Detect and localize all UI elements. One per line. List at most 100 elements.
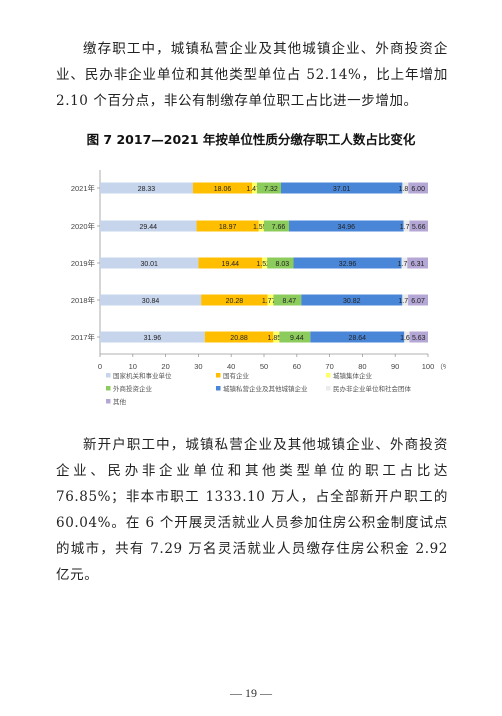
x-tick-label: 100 bbox=[422, 362, 435, 371]
paragraph-new-accounts: 新开户职工中，城镇私营企业及其他城镇企业、外商投资企业、民办非企业单位和其他类型… bbox=[56, 437, 448, 583]
bar-segment bbox=[403, 220, 410, 232]
bar-segment bbox=[408, 294, 428, 306]
x-tick-label: 70 bbox=[325, 362, 333, 371]
bar-segment bbox=[252, 182, 257, 194]
bar-segment bbox=[256, 182, 281, 194]
x-tick-label: 30 bbox=[194, 362, 202, 371]
legend-label: 民办非企业单位和社会团体 bbox=[333, 384, 412, 393]
figure-title: 图 7 2017—2021 年按单位性质分缴存职工人数占比变化 bbox=[86, 132, 416, 147]
bar-segment bbox=[409, 220, 428, 232]
data-label: 19.44 bbox=[222, 261, 240, 268]
legend-label: 城镇私营企业及其他城镇企业 bbox=[223, 384, 308, 393]
bar-segment bbox=[402, 182, 409, 194]
legend-label: 其他 bbox=[113, 397, 127, 406]
bar-segment bbox=[196, 220, 259, 232]
bar-segment bbox=[263, 220, 289, 232]
legend-swatch bbox=[216, 373, 221, 378]
data-label: 1.85 bbox=[268, 335, 282, 342]
data-label: 8.03 bbox=[276, 261, 290, 268]
legend-label: 国有企业 bbox=[223, 371, 250, 380]
bar-segment bbox=[100, 294, 202, 306]
page-number: — 19 — bbox=[230, 686, 272, 700]
bar-segment bbox=[408, 182, 428, 194]
x-tick-label: 20 bbox=[161, 362, 169, 371]
x-tick-label: 60 bbox=[293, 362, 301, 371]
bar-segment bbox=[192, 182, 253, 194]
data-label: 18.97 bbox=[219, 224, 237, 231]
bar-segment bbox=[201, 294, 268, 306]
bar-segment bbox=[198, 257, 263, 269]
legend-label: 城镇集体企业 bbox=[333, 371, 373, 380]
data-label: 28.64 bbox=[349, 335, 367, 342]
x-tick-label: 50 bbox=[260, 362, 268, 371]
data-label: 6.31 bbox=[411, 261, 425, 268]
data-label: 1.47 bbox=[246, 186, 260, 193]
data-label: 1.81 bbox=[399, 186, 413, 193]
bar-segment bbox=[293, 257, 402, 269]
legend-swatch bbox=[106, 399, 111, 404]
bar-segment bbox=[279, 331, 311, 343]
x-tick-label: 40 bbox=[227, 362, 235, 371]
bar-segment bbox=[404, 331, 410, 343]
bar-segment bbox=[258, 220, 264, 232]
bar-segment bbox=[310, 331, 405, 343]
bar-segment bbox=[401, 257, 408, 269]
data-label: 1.77 bbox=[262, 298, 276, 305]
x-axis-unit: （%） bbox=[436, 363, 446, 371]
data-label: 1.55 bbox=[253, 224, 267, 231]
bar-segment bbox=[288, 220, 404, 232]
data-label: 5.63 bbox=[412, 335, 426, 342]
data-label: 30.82 bbox=[343, 298, 361, 305]
data-label: 7.32 bbox=[264, 186, 278, 193]
legend-swatch bbox=[216, 386, 221, 391]
data-label: 20.88 bbox=[230, 335, 248, 342]
bar-segment bbox=[100, 220, 197, 232]
y-category-label: 2021年 bbox=[71, 183, 96, 193]
data-label: 31.96 bbox=[144, 335, 162, 342]
data-label: 37.01 bbox=[333, 186, 351, 193]
data-label: 30.84 bbox=[142, 298, 160, 305]
data-label: 20.28 bbox=[226, 298, 244, 305]
bar-segment bbox=[409, 331, 428, 343]
legend-swatch bbox=[326, 373, 331, 378]
bar-segment bbox=[273, 294, 302, 306]
data-label: 30.01 bbox=[140, 261, 158, 268]
bar-segment bbox=[280, 182, 403, 194]
x-tick-label: 10 bbox=[129, 362, 137, 371]
bar-segment bbox=[262, 257, 268, 269]
bar-segment bbox=[204, 331, 274, 343]
data-label: 29.44 bbox=[140, 224, 158, 231]
legend-label: 国家机关和事业单位 bbox=[113, 371, 172, 380]
data-label: 5.66 bbox=[412, 224, 426, 231]
x-tick-label: 0 bbox=[98, 362, 102, 371]
x-tick-label: 90 bbox=[391, 362, 399, 371]
data-label: 1.60 bbox=[400, 335, 414, 342]
y-category-label: 2020年 bbox=[71, 221, 96, 231]
data-label: 8.47 bbox=[283, 298, 297, 305]
bar-segment bbox=[301, 294, 403, 306]
data-label: 34.96 bbox=[338, 224, 356, 231]
y-category-label: 2018年 bbox=[71, 295, 96, 305]
bar-segment bbox=[100, 182, 193, 194]
legend-swatch bbox=[326, 386, 331, 391]
data-label: 1.52 bbox=[256, 261, 270, 268]
data-label: 32.96 bbox=[339, 261, 357, 268]
bar-segment bbox=[267, 257, 294, 269]
bar-segment bbox=[100, 331, 205, 343]
bar-segment bbox=[100, 257, 199, 269]
bar-segment bbox=[402, 294, 409, 306]
data-label: 28.33 bbox=[138, 186, 156, 193]
data-label: 18.06 bbox=[214, 186, 232, 193]
stacked-bar-chart: 0 10 20 30 40 50 60 70 80 90 100（%） 2021年 28.33 18.06… bbox=[71, 170, 446, 406]
data-label: 7.66 bbox=[272, 224, 286, 231]
x-tick-label: 80 bbox=[358, 362, 366, 371]
data-label: 9.44 bbox=[290, 335, 304, 342]
data-label: 1.75 bbox=[398, 298, 412, 305]
data-label: 1.73 bbox=[398, 261, 412, 268]
data-label: 6.07 bbox=[411, 298, 425, 305]
data-label: 1.76 bbox=[400, 224, 414, 231]
data-label: 6.00 bbox=[411, 186, 425, 193]
legend-swatch bbox=[106, 373, 111, 378]
bar-segment bbox=[267, 294, 274, 306]
y-category-label: 2019年 bbox=[71, 258, 96, 268]
